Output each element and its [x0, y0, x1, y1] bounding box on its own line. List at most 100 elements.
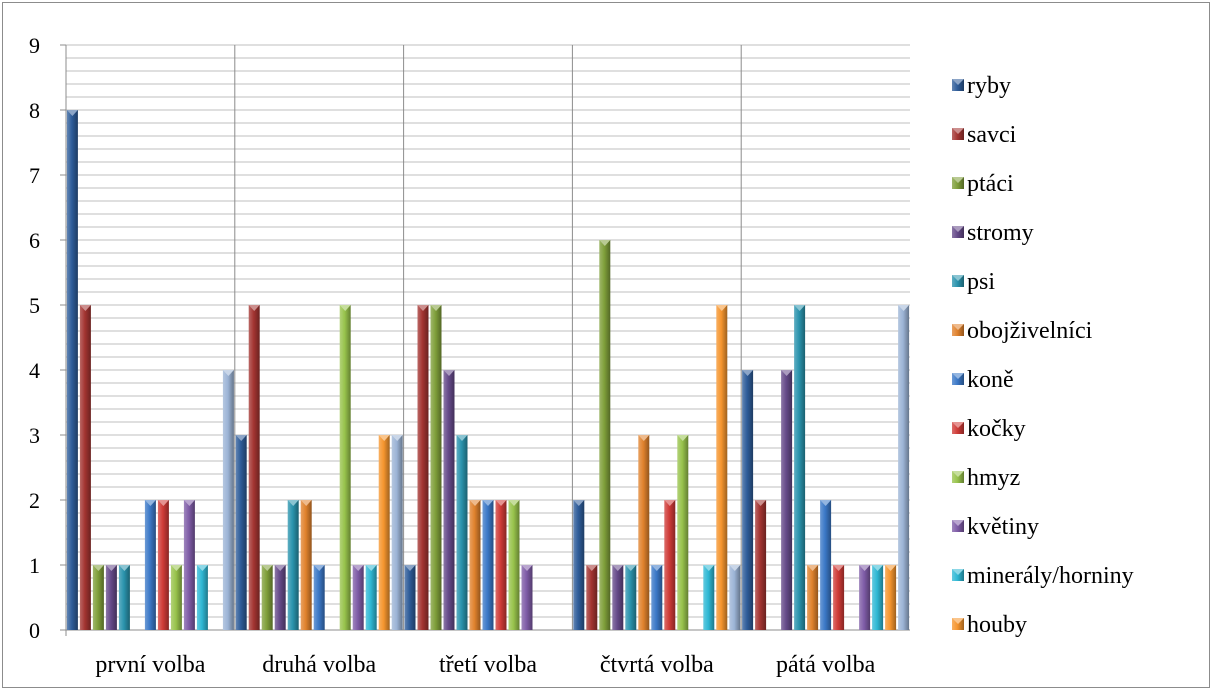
bar-body	[807, 565, 819, 630]
bar-cap	[898, 305, 910, 311]
y-tick-label: 4	[29, 358, 40, 383]
legend-label: savci	[967, 122, 1017, 148]
bar-cap	[794, 305, 806, 311]
bar	[651, 565, 663, 630]
legend-item: ryby	[952, 73, 1011, 99]
legend-swatch-cap	[952, 79, 964, 85]
bar-body	[495, 500, 507, 630]
legend-item: koně	[952, 367, 1014, 393]
bar-cap	[144, 500, 156, 506]
y-tick-label: 6	[29, 228, 40, 253]
x-axis-category-labels: první volba druhá volba třetí volba čtvrtá …	[95, 652, 875, 678]
bar-cap	[92, 565, 104, 571]
bar-cap	[859, 565, 871, 571]
bar	[79, 305, 91, 630]
bar	[261, 565, 273, 630]
bar-cap	[443, 370, 455, 376]
bar-body	[664, 500, 676, 630]
bar-body	[144, 500, 156, 630]
legend-swatch-cap	[952, 373, 964, 379]
bar	[664, 500, 676, 630]
bar-cap	[170, 565, 182, 571]
bar-cap	[196, 565, 208, 571]
bar-body	[274, 565, 286, 630]
bar-cap	[638, 435, 650, 441]
bar-cap	[885, 565, 897, 571]
bar-body	[482, 500, 494, 630]
legend-label: minerály/horniny	[967, 563, 1134, 589]
bar	[807, 565, 819, 630]
legend-label: koně	[967, 367, 1014, 393]
y-axis-tick-labels: 0 1 2 3 4 5 6 7 8 9	[29, 33, 40, 643]
bar-body	[105, 565, 117, 630]
bar-cap	[261, 565, 273, 571]
bar-body	[339, 305, 351, 630]
legend-swatch-cap	[952, 569, 964, 575]
bar-cap	[404, 565, 416, 571]
bar	[417, 305, 429, 630]
legend: ryby savci ptáci stromy psi obojživelníci koně…	[952, 73, 1134, 638]
legend-item: kočky	[952, 416, 1026, 442]
bar	[157, 500, 169, 630]
bar-body	[118, 565, 130, 630]
bar	[339, 305, 351, 630]
bar-cap	[365, 565, 377, 571]
bar-body	[66, 110, 78, 630]
bars	[66, 110, 910, 630]
bar	[183, 500, 195, 630]
bar	[716, 305, 728, 630]
bar	[612, 565, 624, 630]
bar-body	[183, 500, 195, 630]
bar	[391, 435, 403, 630]
bar	[482, 500, 494, 630]
legend-item: ptáci	[952, 171, 1014, 197]
bar	[638, 435, 650, 630]
bar	[781, 370, 793, 630]
x-category-label: pátá volba	[776, 652, 876, 678]
bar-cap	[872, 565, 884, 571]
legend-label: ptáci	[967, 171, 1014, 197]
legend-label: obojživelníci	[967, 318, 1093, 344]
bar-cap	[833, 565, 845, 571]
bar-body	[170, 565, 182, 630]
bar-cap	[118, 565, 130, 571]
bar-body	[612, 565, 624, 630]
bar-body	[638, 435, 650, 630]
legend-item: psi	[952, 269, 995, 295]
bar	[118, 565, 130, 630]
y-tick-label: 0	[29, 618, 40, 643]
bar-body	[742, 370, 754, 630]
bar-body	[599, 240, 611, 630]
bar	[105, 565, 117, 630]
bar-cap	[573, 500, 585, 506]
bar	[833, 565, 845, 630]
legend-item: minerály/horniny	[952, 563, 1134, 589]
legend-swatch-cap	[952, 471, 964, 477]
bar-body	[755, 500, 767, 630]
bar	[729, 565, 741, 630]
bar-cap	[183, 500, 195, 506]
bar	[872, 565, 884, 630]
bar-cap	[391, 435, 403, 441]
legend-swatch-cap	[952, 422, 964, 428]
legend-item: stromy	[952, 220, 1034, 246]
bar-body	[469, 500, 481, 630]
bar	[404, 565, 416, 630]
bar-body	[521, 565, 533, 630]
bar-cap	[703, 565, 715, 571]
legend-label: ryby	[967, 73, 1011, 99]
bar-cap	[820, 500, 832, 506]
bar-cap	[469, 500, 481, 506]
legend-label: houby	[967, 612, 1027, 638]
y-tick-label: 7	[29, 163, 40, 188]
bar-body	[417, 305, 429, 630]
bar-body	[898, 305, 910, 630]
legend-label: psi	[967, 269, 995, 295]
legend-item: savci	[952, 122, 1017, 148]
y-tick-label: 2	[29, 488, 40, 513]
bar-cap	[456, 435, 468, 441]
bar-body	[859, 565, 871, 630]
bar-cap	[235, 435, 247, 441]
bar-cap	[612, 565, 624, 571]
y-tick-label: 3	[29, 423, 40, 448]
